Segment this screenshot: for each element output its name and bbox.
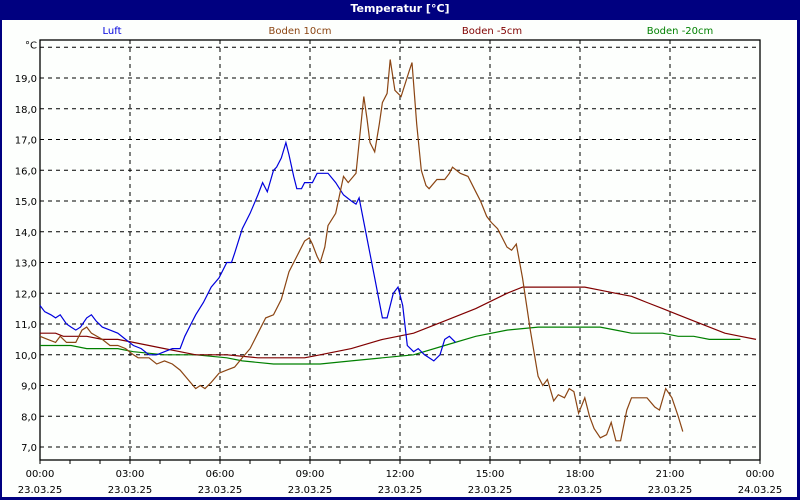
y-tick-label: 18,0 <box>15 105 37 116</box>
series-line-boden-5cm <box>40 286 757 359</box>
y-tick-label: 7,0 <box>21 443 37 454</box>
series-line-boden-10cm <box>39 59 684 442</box>
x-tick-date: 24.03.25 <box>738 485 783 496</box>
x-tick-time: 00:00 <box>26 469 55 480</box>
y-tick-label: 10,0 <box>15 351 37 362</box>
legend-entry-boden-5cm: Boden -5cm <box>462 26 522 37</box>
y-tick-label: 8,0 <box>21 412 37 423</box>
y-tick-label: 19,0 <box>15 74 37 85</box>
x-tick-time: 21:00 <box>656 469 685 480</box>
y-tick-label: 15,0 <box>15 197 37 208</box>
y-tick-label: 13,0 <box>15 259 37 270</box>
x-tick-time: 06:00 <box>206 469 235 480</box>
x-tick-time: 12:00 <box>386 469 415 480</box>
y-tick-label: 11,0 <box>15 320 37 331</box>
x-tick-time: 09:00 <box>296 469 325 480</box>
x-tick-date: 23.03.25 <box>558 485 603 496</box>
x-tick-date: 23.03.25 <box>468 485 513 496</box>
x-tick-date: 23.03.25 <box>288 485 333 496</box>
x-tick-date: 23.03.25 <box>108 485 153 496</box>
x-tick-date: 23.03.25 <box>198 485 243 496</box>
legend-entry-boden-10cm: Boden 10cm <box>269 26 332 37</box>
window-title: Temperatur [°C] <box>350 2 450 15</box>
y-tick-label: 17,0 <box>15 136 37 147</box>
x-tick-time: 00:00 <box>746 469 775 480</box>
x-tick-time: 18:00 <box>566 469 595 480</box>
x-tick-time: 03:00 <box>116 469 145 480</box>
x-tick-date: 23.03.25 <box>378 485 423 496</box>
series-line-luft <box>39 140 457 362</box>
y-tick-label: 14,0 <box>15 228 37 239</box>
y-tick-label: 16,0 <box>15 166 37 177</box>
y-tick-label: 12,0 <box>15 289 37 300</box>
x-tick-time: 15:00 <box>476 469 505 480</box>
plot-area <box>39 39 761 461</box>
legend-entry-boden-20cm: Boden -20cm <box>647 26 714 37</box>
y-tick-label: 9,0 <box>21 382 37 393</box>
series-line-boden-20cm <box>40 326 741 365</box>
y-axis-unit: °C <box>25 40 37 51</box>
x-tick-date: 23.03.25 <box>648 485 693 496</box>
legend-entry-luft: Luft <box>103 26 122 37</box>
x-tick-date: 23.03.25 <box>18 485 63 496</box>
